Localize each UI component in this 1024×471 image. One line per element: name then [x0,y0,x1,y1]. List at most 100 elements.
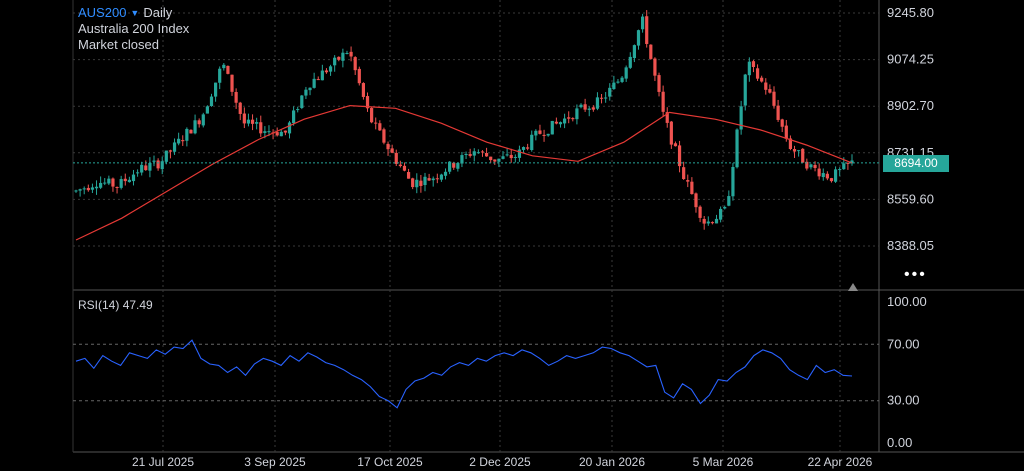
candle-body [394,152,398,164]
candle-body [468,154,472,156]
candle-body [209,96,214,107]
candle-body [755,68,760,79]
candle-body [723,207,727,209]
candle-body [246,119,251,124]
candle-body [850,160,854,164]
more-dots-icon[interactable]: ••• [904,266,927,283]
candle-body [653,58,657,76]
rsi-line [75,339,853,409]
candle-body [797,150,801,152]
candle-body [571,118,575,120]
candle-body [333,57,337,66]
moving-average-line [75,104,853,241]
candle-body [632,45,636,59]
candle-body [423,176,427,186]
candle-body [513,156,517,158]
candle-body [706,221,710,224]
candle-body [283,130,287,133]
candle-body [78,189,82,191]
candle-body [526,147,530,149]
candle-body [127,179,131,183]
candle-body [378,123,382,131]
symbol-button[interactable]: AUS200 [78,5,127,20]
candle-body [624,67,628,79]
candle-body [550,120,554,135]
candle-body [156,160,160,169]
candle-body [833,169,838,182]
instrument-name: Australia 200 Index [78,21,190,36]
candle-body [788,138,793,150]
candle-body [99,182,103,188]
candle-body [296,109,300,111]
candle-body [641,16,645,30]
candle-body [677,145,682,167]
candle-body [805,161,809,169]
candle-body [103,182,107,184]
candle-body [686,180,690,182]
candle-body [838,169,842,171]
candle-body [250,119,255,124]
candle-body [255,122,259,124]
candle-body [534,130,538,136]
candle-body [300,95,304,108]
candle-body [452,162,456,168]
candle-body [751,61,756,67]
chart-header: AUS200 ▼ Daily Australia 200 Index Marke… [78,5,189,53]
candle-body [164,150,168,162]
candle-body [382,129,386,143]
candle-body [575,108,579,120]
candle-body [530,134,534,151]
candle-body [74,190,78,192]
caret-down-icon[interactable]: ▼ [130,8,140,18]
candle-body [230,74,234,92]
candle-body [735,129,739,168]
candle-body [714,218,719,224]
candle-body [558,122,563,125]
candle-body [764,82,768,90]
candle-body [185,128,189,141]
candle-body [123,178,127,182]
candle-body [669,121,673,145]
candle-body [259,122,263,134]
rsi-legend: RSI(14) 47.49 [78,298,153,312]
candle-body [608,87,612,97]
candle-body [484,152,489,157]
candle-body [131,174,136,182]
candle-body [772,91,776,106]
last-price-label: 8694.00 [883,155,949,172]
candle-body [694,193,698,208]
candle-body [222,64,226,69]
candle-body [292,110,296,124]
candle-body [698,206,702,218]
candle-body [591,107,595,110]
candle-body [542,134,546,136]
candle-body [349,51,353,57]
candle-body [213,82,218,97]
timeframe-label[interactable]: Daily [143,5,173,20]
candle-body [402,165,407,171]
candle-body [616,81,620,83]
candle-body [727,196,731,206]
candle-body [320,70,324,81]
candle-body [398,164,402,167]
rsi-label: RSI(14) [78,298,120,312]
candle-body [612,82,616,90]
candle-body [472,151,476,156]
candle-body [312,78,316,88]
candle-body [620,77,624,82]
candle-body [308,87,312,91]
candle-body [177,138,181,144]
candle-body [365,96,370,109]
candle-body [439,174,444,180]
candle-body [419,180,423,186]
candle-body [768,89,772,93]
candle-body [489,156,493,161]
y-tick-label: 9074.25 [887,52,934,67]
candle-body [140,164,144,173]
candle-body [148,162,152,171]
rsi-value: 47.49 [122,298,153,312]
candle-body [829,178,834,182]
candle-body [304,89,308,96]
candle-body [562,118,567,124]
